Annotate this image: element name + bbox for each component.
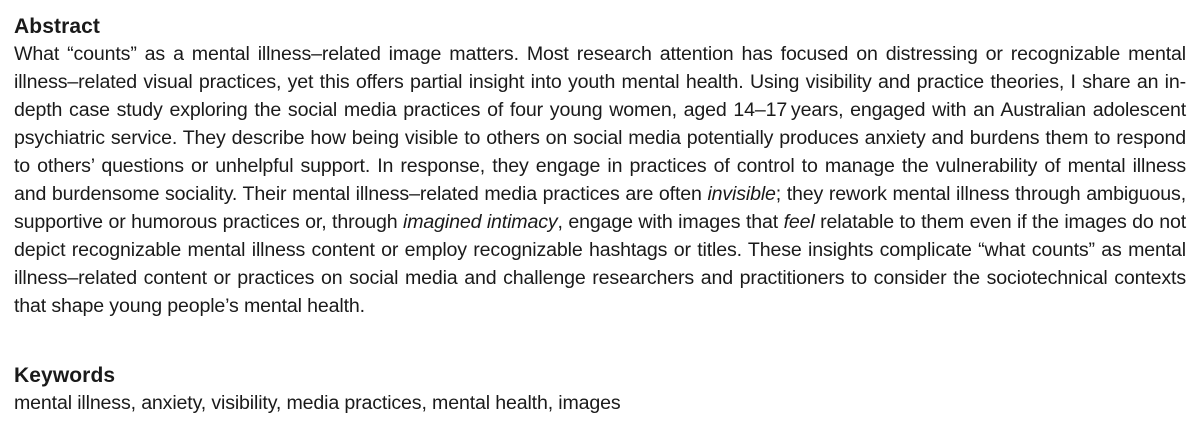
keywords-list: mental illness, anxiety, visibility, med… <box>14 392 621 414</box>
abstract-emphasis-invisible: invisible <box>707 183 776 205</box>
abstract-text-run: ; they rework mental illness through amb… <box>14 183 1186 233</box>
abstract-text-run: relatable to them even if the images do … <box>14 211 1186 317</box>
abstract-emphasis-imagined-intimacy: imagined intimacy <box>403 211 558 233</box>
abstract-text-run: , engage with images that <box>557 211 784 233</box>
abstract-emphasis-feel: feel <box>783 211 815 233</box>
keywords-heading: Keywords <box>14 364 116 387</box>
article-page: Abstract What “counts” as a mental illne… <box>14 14 1186 414</box>
abstract-heading: Abstract <box>14 15 100 38</box>
abstract-section: Abstract What “counts” as a mental illne… <box>14 14 1186 320</box>
abstract-text-run: What “counts” as a mental illness–relate… <box>14 43 1186 205</box>
abstract-body: What “counts” as a mental illness–relate… <box>14 40 1186 320</box>
keywords-section: Keywords mental illness, anxiety, visibi… <box>14 363 1186 417</box>
